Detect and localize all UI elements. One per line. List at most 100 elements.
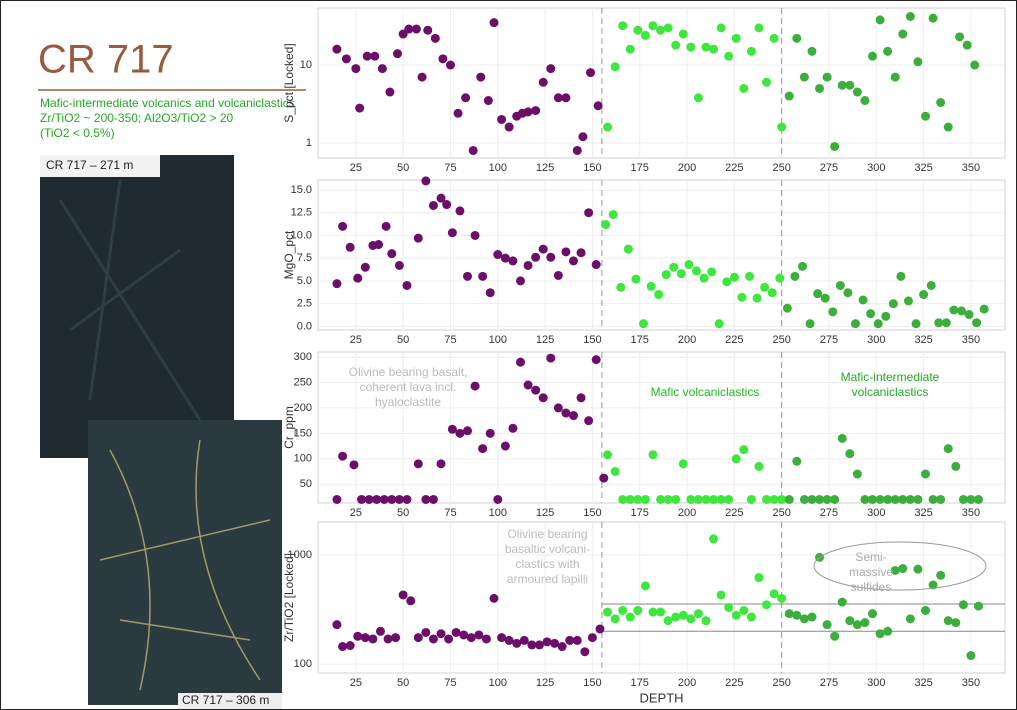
- data-point: [792, 34, 801, 43]
- data-point: [760, 283, 769, 292]
- data-point: [508, 256, 517, 265]
- data-point: [471, 231, 480, 240]
- data-point: [762, 600, 771, 609]
- data-point: [876, 15, 885, 24]
- data-point: [768, 288, 777, 297]
- data-point: [580, 647, 589, 656]
- data-point: [679, 30, 688, 39]
- data-point: [391, 633, 400, 642]
- x-tick-label: 25: [350, 507, 362, 519]
- data-point: [936, 571, 945, 580]
- data-point: [588, 633, 597, 642]
- x-axis-label: DEPTH: [639, 690, 683, 705]
- x-tick-label: 200: [678, 334, 696, 346]
- x-tick-label: 275: [820, 507, 838, 519]
- x-tick-label: 100: [489, 334, 507, 346]
- canvas: CR 717 Mafic-intermediate volcanics and …: [0, 0, 1017, 710]
- data-point: [785, 92, 794, 101]
- data-point: [874, 319, 883, 328]
- data-point: [701, 616, 710, 625]
- data-point: [490, 18, 499, 27]
- data-point: [474, 630, 483, 639]
- data-point: [724, 52, 733, 61]
- data-point: [830, 632, 839, 641]
- data-point: [775, 274, 784, 283]
- plot-area: [318, 522, 1005, 673]
- data-point: [853, 620, 862, 629]
- data-point: [429, 495, 438, 504]
- x-tick-label: 225: [725, 334, 743, 346]
- data-point: [694, 93, 703, 102]
- data-point: [798, 262, 807, 271]
- data-point: [747, 47, 756, 56]
- data-point: [686, 43, 695, 52]
- data-point: [524, 381, 533, 390]
- data-point: [463, 272, 472, 281]
- data-point: [603, 608, 612, 617]
- data-point: [671, 613, 680, 622]
- data-point: [949, 306, 958, 315]
- data-point: [709, 534, 718, 543]
- data-point: [478, 444, 487, 453]
- x-tick-label: 50: [397, 507, 409, 519]
- data-point: [338, 642, 347, 651]
- y-tick-label: 5.0: [297, 275, 312, 287]
- data-point: [739, 606, 748, 615]
- x-tick-label: 300: [867, 507, 885, 519]
- y-tick-label: 1: [306, 137, 312, 149]
- data-point: [754, 573, 763, 582]
- data-point: [524, 107, 533, 116]
- data-point: [351, 64, 360, 73]
- data-point: [353, 632, 362, 641]
- data-point: [679, 459, 688, 468]
- data-point: [402, 495, 411, 504]
- data-point: [838, 434, 847, 443]
- data-point: [554, 271, 563, 280]
- x-tick-label: 25: [350, 677, 362, 689]
- x-tick-label: 300: [867, 677, 885, 689]
- data-point: [578, 132, 587, 141]
- x-tick-label: 325: [914, 334, 932, 346]
- y-tick-label: 0.0: [297, 320, 312, 332]
- x-tick-label: 200: [678, 507, 696, 519]
- data-point: [421, 628, 430, 637]
- data-point: [418, 73, 427, 82]
- data-point: [830, 142, 839, 151]
- data-point: [332, 279, 341, 288]
- x-tick-label: 275: [820, 334, 838, 346]
- data-point: [349, 460, 358, 469]
- data-point: [516, 276, 525, 285]
- data-point: [332, 45, 341, 54]
- data-point: [378, 64, 387, 73]
- data-point: [671, 41, 680, 50]
- data-point: [753, 294, 762, 303]
- data-point: [338, 452, 347, 461]
- data-point: [346, 243, 355, 252]
- data-point: [448, 425, 457, 434]
- data-point: [573, 636, 582, 645]
- data-point: [431, 34, 440, 43]
- y-tick-label: 15.0: [291, 184, 312, 196]
- x-tick-label: 125: [536, 677, 554, 689]
- data-point: [754, 462, 763, 471]
- data-point: [951, 462, 960, 471]
- x-tick-label: 175: [631, 677, 649, 689]
- x-tick-label: 75: [444, 507, 456, 519]
- data-point: [599, 474, 608, 483]
- data-point: [524, 261, 533, 270]
- data-point: [700, 274, 709, 283]
- data-point: [777, 123, 786, 132]
- data-point: [469, 146, 478, 155]
- data-point: [860, 96, 869, 105]
- x-tick-label: 325: [914, 507, 932, 519]
- data-point: [898, 30, 907, 39]
- data-point: [739, 84, 748, 93]
- data-point: [919, 290, 928, 299]
- x-tick-label: 225: [725, 677, 743, 689]
- data-point: [974, 495, 983, 504]
- data-point: [806, 319, 815, 328]
- data-point: [609, 210, 618, 219]
- data-point: [648, 450, 657, 459]
- x-tick-label: 150: [583, 677, 601, 689]
- data-point: [561, 247, 570, 256]
